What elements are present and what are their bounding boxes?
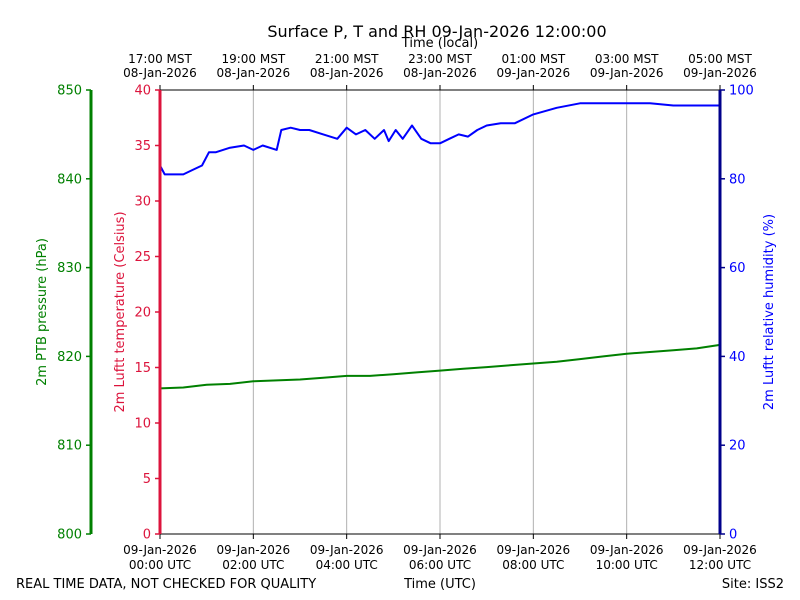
humidity-axis-tick-label: 60: [729, 261, 746, 276]
top-tick-label: 08-Jan-2026: [217, 66, 291, 80]
pressure-axis-tick-label: 840: [57, 172, 82, 187]
x-tick-label: 06:00 UTC: [409, 558, 471, 572]
temperature-axis-tick-label: 15: [134, 361, 151, 376]
temperature-axis-tick-label: 35: [134, 139, 151, 154]
x-tick-label: 10:00 UTC: [596, 558, 658, 572]
x-tick-label: 09-Jan-2026: [497, 543, 571, 557]
x-tick-label: 08:00 UTC: [502, 558, 564, 572]
quality-note: REAL TIME DATA, NOT CHECKED FOR QUALITY: [16, 577, 316, 592]
x-tick-label: 09-Jan-2026: [123, 543, 197, 557]
top-tick-label: 09-Jan-2026: [497, 66, 571, 80]
humidity-axis-tick-label: 80: [729, 172, 746, 187]
top-tick-label: 21:00 MST: [315, 52, 379, 66]
pressure-axis-label: 2m PTB pressure (hPa): [35, 238, 50, 386]
temperature-axis-tick-label: 10: [134, 417, 151, 432]
pressure-axis-tick-label: 820: [57, 350, 82, 365]
x-tick-label: 09-Jan-2026: [403, 543, 477, 557]
x-tick-label: 09-Jan-2026: [310, 543, 384, 557]
x-tick-label: 09-Jan-2026: [590, 543, 664, 557]
pressure-axis-tick-label: 850: [57, 84, 82, 99]
top-tick-label: 09-Jan-2026: [683, 66, 757, 80]
pressure-axis-tick-label: 810: [57, 439, 82, 454]
x-tick-label: 12:00 UTC: [689, 558, 751, 572]
temperature-axis-label: 2m Luftt temperature (Celsius): [113, 211, 128, 412]
top-tick-label: 08-Jan-2026: [403, 66, 477, 80]
temperature-axis-tick-label: 40: [134, 84, 151, 99]
top-tick-label: 09-Jan-2026: [590, 66, 664, 80]
temperature-axis-tick-label: 30: [134, 195, 151, 210]
pressure-series-line: [159, 343, 721, 390]
site-label: Site: ISS2: [722, 577, 784, 592]
x-tick-label: 09-Jan-2026: [217, 543, 291, 557]
humidity-axis-tick-label: 40: [729, 350, 746, 365]
top-tick-label: 03:00 MST: [595, 52, 659, 66]
chart-title: Surface P, T and RH 09-Jan-2026 12:00:00: [267, 22, 606, 41]
top-axis-label: Time (local): [401, 36, 478, 51]
humidity-axis-tick-label: 20: [729, 439, 746, 454]
top-tick-label: 01:00 MST: [501, 52, 565, 66]
pressure-axis-tick-label: 800: [57, 528, 82, 543]
top-tick-label: 08-Jan-2026: [123, 66, 197, 80]
temperature-axis-tick-label: 25: [134, 250, 151, 265]
humidity-series-line: [159, 102, 720, 176]
top-tick-label: 08-Jan-2026: [310, 66, 384, 80]
x-tick-label: 04:00 UTC: [316, 558, 378, 572]
x-axis-label: Time (UTC): [403, 577, 476, 592]
temperature-axis-tick-label: 0: [143, 528, 151, 543]
pressure-axis-tick-label: 830: [57, 261, 82, 276]
humidity-axis-tick-label: 0: [729, 528, 737, 543]
x-tick-label: 02:00 UTC: [222, 558, 284, 572]
x-tick-label: 09-Jan-2026: [683, 543, 757, 557]
humidity-axis-tick-label: 100: [729, 84, 754, 99]
x-tick-label: 00:00 UTC: [129, 558, 191, 572]
temperature-axis-tick-label: 5: [143, 472, 151, 487]
temperature-axis-tick-label: 20: [134, 306, 151, 321]
top-tick-label: 17:00 MST: [128, 52, 192, 66]
top-tick-label: 05:00 MST: [688, 52, 752, 66]
top-tick-label: 19:00 MST: [221, 52, 285, 66]
top-tick-label: 23:00 MST: [408, 52, 472, 66]
humidity-axis-label: 2m Luftt relative humidity (%): [762, 214, 777, 410]
